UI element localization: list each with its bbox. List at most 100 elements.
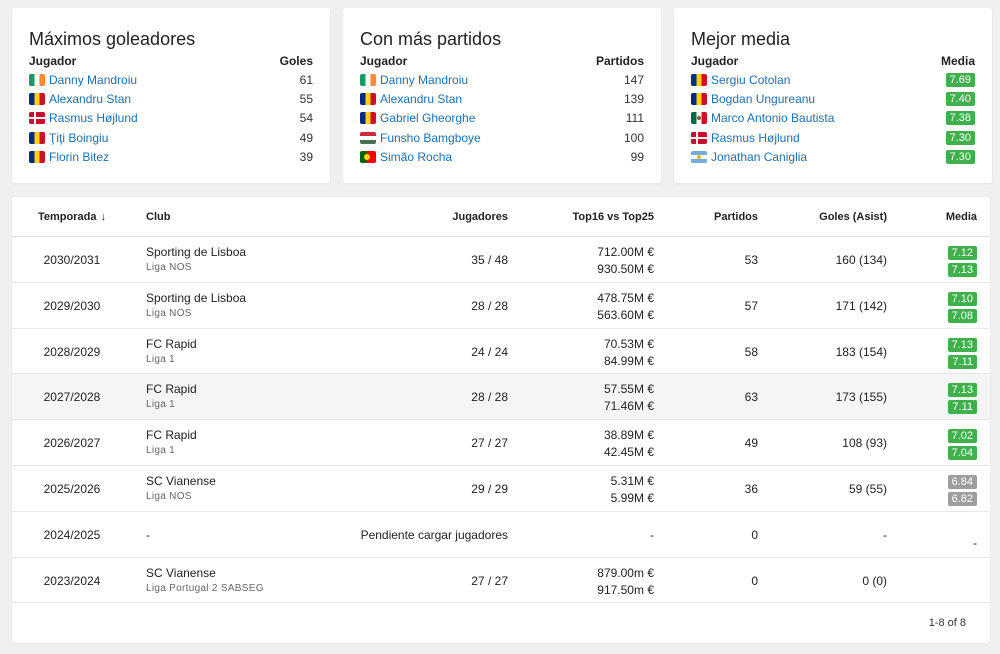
players-cell: 27 / 27 [471,573,508,588]
season-cell: 2030/2031 [43,253,101,267]
player-link[interactable]: Funsho Bamgboye [380,130,481,145]
value-top16: 38.89M € [603,428,654,443]
media-cell: 7.12 [937,245,977,260]
player-link[interactable]: Danny Mandroiu [49,72,138,87]
club-name[interactable]: SC Vianense [146,565,216,580]
league-name: Liga 1 [146,353,176,365]
season-cell: 2024/2025 [43,527,101,542]
table-row[interactable]: 2026/2027 FC Rapid Liga 1 27 / 27 38.89M € 42… [12,420,990,466]
season-cell: 2027/2028 [43,390,101,405]
header-season[interactable]: Temporada ↓ [38,211,106,223]
table-body: 2030/2031 Sporting de Lisboa Liga NOS 35 / … [12,237,990,604]
summary-cards: Máximos goleadores Jugador Goles Danny Mand… [12,8,992,183]
header-players[interactable]: Jugadores [452,211,508,223]
matches-cell: 58 [744,344,758,359]
media-cell: 7.11 [937,354,977,369]
card-header-row: Jugador Partidos [360,53,644,70]
header-matches[interactable]: Partidos [713,211,758,223]
club-name[interactable]: FC Rapid [146,428,197,443]
header-values[interactable]: Top16 vs Top25 [572,211,654,223]
player-link[interactable]: Jonathan Caniglia [711,150,808,165]
value-top16: 70.53M € [603,336,654,351]
player-link[interactable]: Gabriel Gheorghe [380,111,476,126]
mx-flag-icon [691,112,707,125]
player-link[interactable]: Danny Mandroiu [380,72,469,87]
value-top16: 57.55M € [603,382,654,397]
card-row: Simão Rocha 99 [360,148,644,167]
card-row: Rasmus Højlund 7.30 [691,128,975,147]
player-link[interactable]: Rasmus Højlund [711,130,800,145]
header-goals[interactable]: Goles (Asist) [819,211,887,223]
club-name: - [146,527,150,542]
season-cell: 2023/2024 [43,573,101,588]
player-cell: Danny Mandroiu [29,73,137,87]
col-player-label: Jugador [691,54,739,68]
club-name[interactable]: FC Rapid [146,336,197,351]
table-row[interactable]: 2025/2026 SC Vianense Liga NOS 29 / 29 5.31M… [12,466,990,512]
season-cell: 2029/2030 [43,298,101,313]
player-cell: Funsho Bamgboye [360,131,481,145]
table-row[interactable]: 2029/2030 Sporting de Lisboa Liga NOS 28 / … [12,283,990,329]
player-cell: Alexandru Stan [29,92,131,106]
card-row: Danny Mandroiu 147 [360,70,644,89]
value-top25: 930.50M € [597,262,654,276]
rating-badge: 7.13 [947,263,977,277]
header-club[interactable]: Club [146,211,171,223]
pt-flag-icon [360,151,376,164]
goals-cell: 171 (142) [835,298,887,313]
club-name[interactable]: SC Vianense [146,473,216,488]
club-name[interactable]: FC Rapid [146,382,197,397]
player-link[interactable]: Florin Bitez [49,150,110,165]
player-link[interactable]: Bogdan Ungureanu [711,92,816,107]
card-title: Máximos goleadores [29,29,196,49]
matches-cell: 0 [751,573,758,588]
player-cell: Alexandru Stan [360,92,462,106]
players-cell: 28 / 28 [471,298,508,313]
card-title: Con más partidos [360,29,502,49]
players-cell: 28 / 28 [471,390,508,405]
ro-flag-icon [29,151,45,164]
rating-badge: 7.10 [947,291,977,306]
player-link[interactable]: Rasmus Højlund [49,111,138,126]
ar-flag-icon [691,151,707,164]
card-row: Alexandru Stan 139 [360,89,644,108]
rating-badge: 6.82 [947,491,977,506]
table-row[interactable]: 2023/2024 SC Vianense Liga Portugal 2 SABS… [12,558,990,604]
table-row[interactable]: 2030/2031 Sporting de Lisboa Liga NOS 35 / … [12,237,990,283]
table-row[interactable]: 2024/2025 - Pendiente cargar jugadores - 0 - - [12,512,990,558]
season-cell: 2026/2027 [43,436,101,451]
season-cell: 2028/2029 [43,344,101,359]
stat-value: 111 [625,111,644,126]
rating-badge: 7.13 [947,383,977,398]
player-link[interactable]: Sergiu Cotolan [711,72,791,87]
table-row[interactable]: 2027/2028 FC Rapid Liga 1 28 / 28 57.55M € 71… [12,374,990,421]
league-name: Liga 1 [146,399,176,411]
value-top25: 84.99M € [603,353,654,368]
player-link[interactable]: Ţiţi Boingiu [49,130,109,145]
ro-flag-icon [29,93,45,106]
players-cell: 27 / 27 [471,436,508,451]
player-link[interactable]: Alexandru Stan [380,92,463,107]
player-link[interactable]: Simão Rocha [380,150,453,165]
sort-arrow-icon[interactable]: ↓ [100,211,106,223]
value-top25: 42.45M € [603,445,654,460]
rating-badge: 7.12 [947,246,977,260]
player-link[interactable]: Marco Antonio Bautista [711,111,835,126]
rating-badge: 7.11 [948,354,977,369]
club-name[interactable]: Sporting de Lisboa [146,290,247,305]
club-name[interactable]: Sporting de Lisboa [146,245,247,259]
media-cell: 7.08 [937,308,977,323]
hu-flag-icon [360,131,376,144]
stat-value: 55 [299,92,313,107]
value-top16: 712.00M € [597,245,654,259]
player-cell: Gabriel Gheorghe [360,111,475,125]
table-row[interactable]: 2028/2029 FC Rapid Liga 1 24 / 24 70.53M € 84… [12,329,990,375]
player-link[interactable]: Alexandru Stan [49,92,132,107]
col-value-label: Media [940,54,975,68]
stat-value: 61 [299,72,313,87]
header-media[interactable]: Media [945,211,977,223]
media-cell: - [973,535,977,550]
player-cell: Florin Bitez [29,150,109,164]
media-cell: 6.84 [937,474,977,489]
col-value-label: Goles [279,54,313,68]
